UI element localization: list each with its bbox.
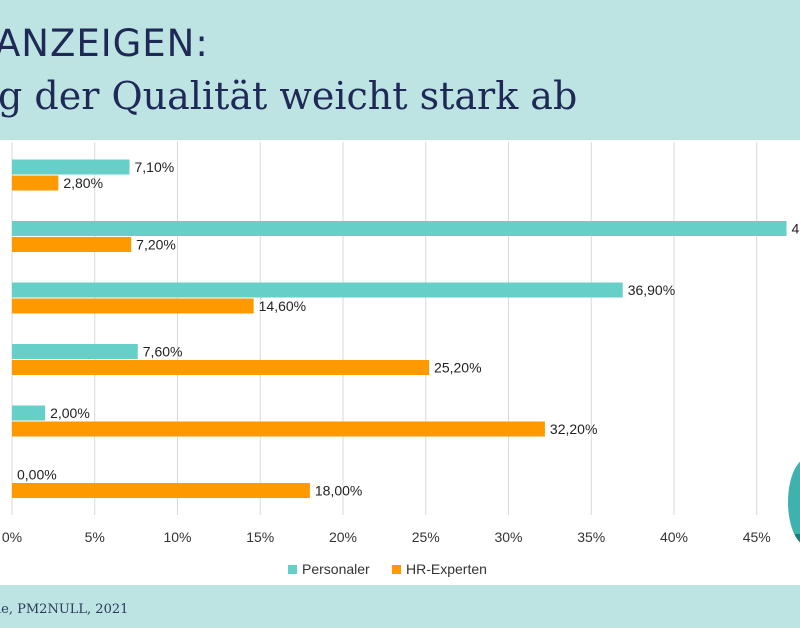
bar-chart: 0% 5% 10% 15% 20% 25% 30% 35% 40% 45% 7,10% 4 36,90%… (2, 142, 800, 577)
hr-experten-data-label: 18,00% (315, 483, 362, 499)
personaler-bar (12, 159, 130, 175)
x-tick-label: 35% (577, 529, 605, 545)
x-tick-label: 5% (85, 529, 105, 545)
hr-experten-data-label: 14,60% (259, 298, 306, 314)
legend-swatch-hr-experten (392, 565, 401, 574)
personaler-bar (12, 282, 623, 298)
title-line-1: ANZEIGEN: (0, 22, 209, 65)
x-tick-label: 0% (2, 529, 22, 545)
personaler-data-label: 4 (792, 221, 800, 237)
x-tick-label: 15% (246, 529, 274, 545)
hr-experten-bar (12, 237, 132, 252)
hr-experten-data-label: 32,20% (550, 421, 597, 437)
decorative-circle (788, 458, 800, 546)
chart-area: 0% 5% 10% 15% 20% 25% 30% 35% 40% 45% 7,10% 4 36,90%… (0, 140, 800, 585)
personaler-data-label: 2,00% (50, 405, 90, 421)
legend-label-hr-experten: HR-Experten (406, 561, 487, 577)
hr-experten-data-label: 25,20% (434, 360, 481, 376)
header-banner: ANZEIGEN: g der Qualität weicht stark ab (0, 0, 800, 140)
hr-experten-data-label: 2,80% (63, 175, 103, 191)
hr-experten-bar (12, 298, 254, 314)
x-tick-label: 10% (163, 529, 191, 545)
personaler-data-label: 0,00% (17, 467, 57, 483)
personaler-data-label: 36,90% (628, 282, 675, 298)
personaler-bar (12, 344, 138, 359)
footer-banner: ie, PM2NULL, 2021 (0, 585, 800, 628)
personaler-bar (12, 405, 46, 421)
hr-experten-data-label: 7,20% (136, 237, 176, 253)
personaler-data-label: 7,60% (143, 344, 183, 360)
x-tick-label: 20% (329, 529, 357, 545)
x-tick-label: 30% (494, 529, 522, 545)
hr-experten-bar (12, 175, 59, 191)
hr-experten-bar (12, 421, 545, 437)
hr-experten-bar (12, 360, 430, 375)
source-note: ie, PM2NULL, 2021 (0, 602, 129, 617)
legend-label-personaler: Personaler (302, 561, 370, 577)
title-line-2: g der Qualität weicht stark ab (0, 74, 578, 118)
personaler-bar (12, 221, 787, 236)
legend-swatch-personaler (288, 565, 297, 574)
personaler-data-label: 7,10% (135, 159, 175, 175)
x-tick-label: 40% (660, 529, 688, 545)
x-tick-label: 45% (743, 529, 771, 545)
hr-experten-bar (12, 483, 310, 498)
x-tick-label: 25% (412, 529, 440, 545)
